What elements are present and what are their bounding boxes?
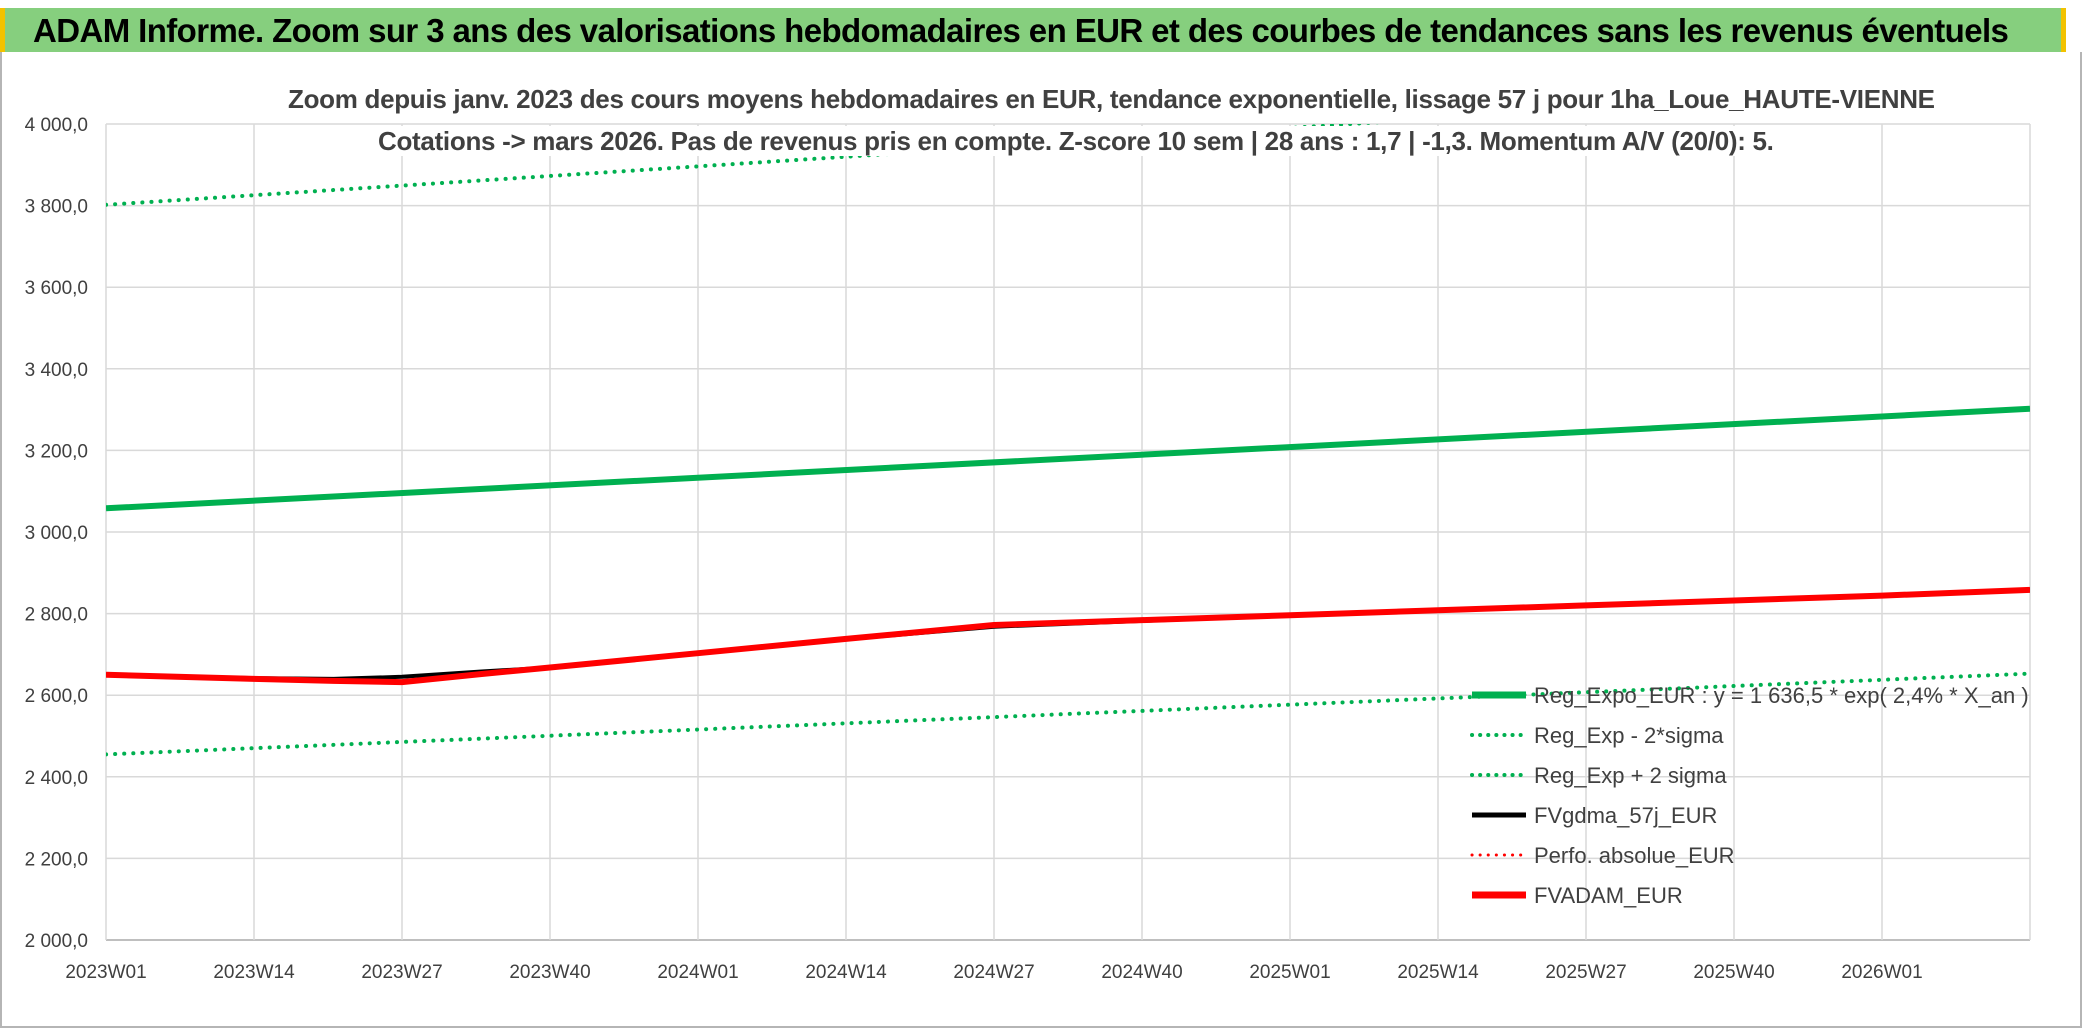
y-tick-label: 2 000,0 — [25, 931, 88, 952]
series-line-5 — [106, 586, 2030, 686]
y-tick-label: 2 200,0 — [25, 849, 88, 870]
x-tick-label: 2024W14 — [805, 962, 887, 983]
series-line-1 — [106, 671, 2030, 757]
x-tick-label: 2026W01 — [1841, 962, 1922, 983]
x-tick-label: 2024W40 — [1101, 962, 1182, 983]
y-tick-label: 3 400,0 — [25, 360, 88, 381]
y-tick-label: 3 600,0 — [25, 278, 88, 299]
chart-frame — [0, 52, 2082, 1028]
legend: Reg_Expo_EUR : y = 1 636,5 * exp( 2,4% *… — [1470, 683, 2029, 908]
legend-label-0: Reg_Expo_EUR : y = 1 636,5 * exp( 2,4% *… — [1534, 683, 2029, 708]
x-tick-label: 2025W14 — [1397, 962, 1479, 983]
series-lines — [106, 124, 2030, 757]
x-tick-label: 2024W01 — [657, 962, 738, 983]
series-line-0 — [106, 405, 2030, 512]
chart-subtitle-1: Zoom depuis janv. 2023 des cours moyens … — [282, 84, 1941, 114]
x-tick-label: 2024W27 — [953, 962, 1034, 983]
top-stripe — [0, 0, 2086, 8]
legend-label-1: Reg_Exp - 2*sigma — [1534, 723, 1724, 748]
report-banner: ADAM Informe. Zoom sur 3 ans des valoris… — [0, 8, 2066, 52]
x-tick-label: 2025W40 — [1693, 962, 1774, 983]
legend-label-5: FVADAM_EUR — [1534, 883, 1683, 908]
x-tick-label: 2025W01 — [1249, 962, 1330, 983]
y-tick-label: 4 000,0 — [25, 115, 88, 136]
y-tick-label: 3 000,0 — [25, 523, 88, 544]
y-tick-label: 3 200,0 — [25, 441, 88, 462]
banner-title: ADAM Informe. Zoom sur 3 ans des valoris… — [33, 12, 2009, 49]
x-tick-label: 2023W14 — [213, 962, 295, 983]
y-tick-label: 2 800,0 — [25, 605, 88, 626]
x-tick-label: 2023W27 — [361, 962, 442, 983]
y-tick-label: 3 800,0 — [25, 197, 88, 218]
x-tick-label: 2025W27 — [1545, 962, 1626, 983]
y-tick-label: 2 400,0 — [25, 768, 88, 789]
chart-subtitle-2: Cotations -> mars 2026. Pas de revenus p… — [372, 126, 1780, 156]
grid — [105, 123, 2031, 941]
y-tick-label: 2 600,0 — [25, 686, 88, 707]
y-axis-ticks: 2 000,0 2 200,0 2 400,0 2 600,0 2 800,0 3 000… — [25, 115, 88, 952]
x-tick-label: 2023W40 — [509, 962, 590, 983]
x-axis-ticks: 2023W01 2023W14 2023W27 2023W40 2024W01 2024W… — [65, 962, 1922, 983]
legend-label-2: Reg_Exp + 2 sigma — [1534, 763, 1727, 788]
x-tick-label: 2023W01 — [65, 962, 146, 983]
legend-label-4: Perfo. absolue_EUR — [1534, 843, 1735, 868]
legend-label-3: FVgdma_57j_EUR — [1534, 803, 1717, 828]
